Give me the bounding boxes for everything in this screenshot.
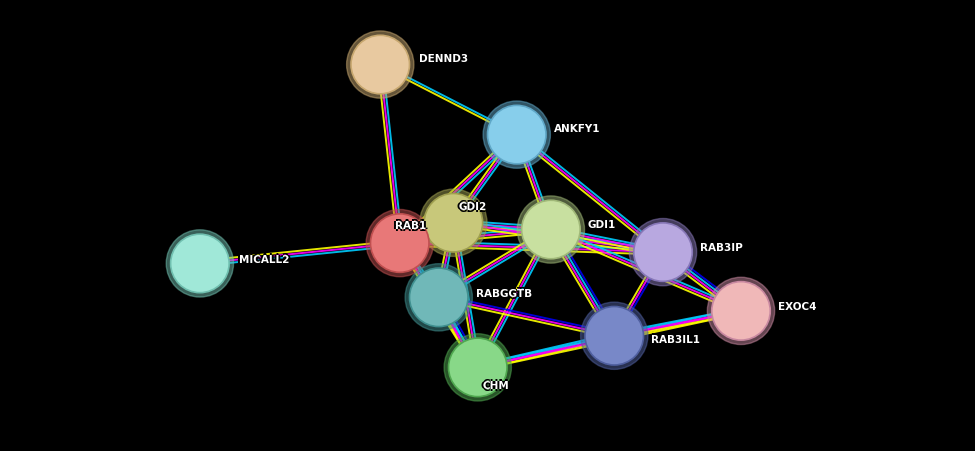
Circle shape xyxy=(585,307,644,365)
Text: RAB1: RAB1 xyxy=(397,221,428,230)
Text: RAB1: RAB1 xyxy=(393,221,424,230)
Text: RABGGTB: RABGGTB xyxy=(476,288,532,298)
Text: GDI2: GDI2 xyxy=(458,199,487,209)
Circle shape xyxy=(580,303,648,369)
Text: ANKFY1: ANKFY1 xyxy=(554,125,601,135)
Text: CHM: CHM xyxy=(483,379,509,389)
Text: CHM: CHM xyxy=(483,381,509,391)
Text: RAB1: RAB1 xyxy=(395,221,426,230)
Text: CHM: CHM xyxy=(485,381,511,391)
Circle shape xyxy=(522,201,580,259)
Text: GDI2: GDI2 xyxy=(460,201,488,211)
Text: DENND3: DENND3 xyxy=(421,54,470,64)
Text: RAB3IP: RAB3IP xyxy=(700,240,743,250)
Text: EXOC4: EXOC4 xyxy=(778,302,816,312)
Text: RAB3IL1: RAB3IL1 xyxy=(651,336,700,346)
Text: RAB1: RAB1 xyxy=(395,222,426,232)
Circle shape xyxy=(347,32,413,99)
Circle shape xyxy=(712,282,770,341)
Text: GDI1: GDI1 xyxy=(588,218,616,228)
Text: RAB1: RAB1 xyxy=(395,219,426,229)
Text: ANKFY1: ANKFY1 xyxy=(554,124,601,133)
Text: RAB3IP: RAB3IP xyxy=(698,242,741,252)
Text: RABGGTB: RABGGTB xyxy=(476,290,532,300)
Circle shape xyxy=(488,106,546,165)
Circle shape xyxy=(445,334,511,401)
Text: ANKFY1: ANKFY1 xyxy=(552,124,599,133)
Circle shape xyxy=(448,338,507,397)
Text: RAB3IL1: RAB3IL1 xyxy=(649,335,698,345)
Text: RABGGTB: RABGGTB xyxy=(478,288,534,298)
Text: MICALL2: MICALL2 xyxy=(239,253,290,262)
Text: RABGGTB: RABGGTB xyxy=(476,286,532,296)
Text: MICALL2: MICALL2 xyxy=(239,254,290,264)
Text: EXOC4: EXOC4 xyxy=(778,304,816,313)
Circle shape xyxy=(634,223,692,282)
Text: EXOC4: EXOC4 xyxy=(780,302,819,312)
Text: DENND3: DENND3 xyxy=(419,55,468,65)
Circle shape xyxy=(171,235,229,293)
Text: GDI1: GDI1 xyxy=(586,220,614,230)
Circle shape xyxy=(366,210,433,277)
Text: GDI2: GDI2 xyxy=(458,203,487,213)
Circle shape xyxy=(351,36,410,95)
Text: RABGGTB: RABGGTB xyxy=(474,288,530,298)
Text: MICALL2: MICALL2 xyxy=(237,254,288,264)
Text: MICALL2: MICALL2 xyxy=(239,256,290,266)
Circle shape xyxy=(166,230,233,297)
Text: GDI1: GDI1 xyxy=(590,220,618,230)
Text: RAB3IL1: RAB3IL1 xyxy=(651,335,700,345)
Circle shape xyxy=(484,102,550,169)
Text: GDI1: GDI1 xyxy=(588,220,616,230)
Circle shape xyxy=(420,190,488,257)
Circle shape xyxy=(406,264,473,331)
Text: RAB3IP: RAB3IP xyxy=(700,242,743,252)
Text: GDI1: GDI1 xyxy=(588,221,616,231)
Text: GDI2: GDI2 xyxy=(456,201,485,211)
Text: DENND3: DENND3 xyxy=(419,54,468,64)
Circle shape xyxy=(370,214,429,273)
Circle shape xyxy=(630,219,697,286)
Text: DENND3: DENND3 xyxy=(419,52,468,62)
Text: ANKFY1: ANKFY1 xyxy=(554,122,601,132)
Circle shape xyxy=(517,197,584,263)
Text: RAB3IP: RAB3IP xyxy=(702,242,745,252)
Text: CHM: CHM xyxy=(481,381,507,391)
Text: RAB3IL1: RAB3IL1 xyxy=(653,335,702,345)
Circle shape xyxy=(424,194,483,253)
Text: DENND3: DENND3 xyxy=(417,54,466,64)
Circle shape xyxy=(707,278,775,345)
Text: EXOC4: EXOC4 xyxy=(776,302,814,312)
Circle shape xyxy=(410,268,468,327)
Text: GDI2: GDI2 xyxy=(458,201,487,211)
Text: RAB3IP: RAB3IP xyxy=(700,244,743,254)
Text: EXOC4: EXOC4 xyxy=(778,300,816,310)
Text: ANKFY1: ANKFY1 xyxy=(556,124,603,133)
Text: CHM: CHM xyxy=(483,382,509,392)
Text: MICALL2: MICALL2 xyxy=(241,254,292,264)
Text: RAB3IL1: RAB3IL1 xyxy=(651,333,700,343)
